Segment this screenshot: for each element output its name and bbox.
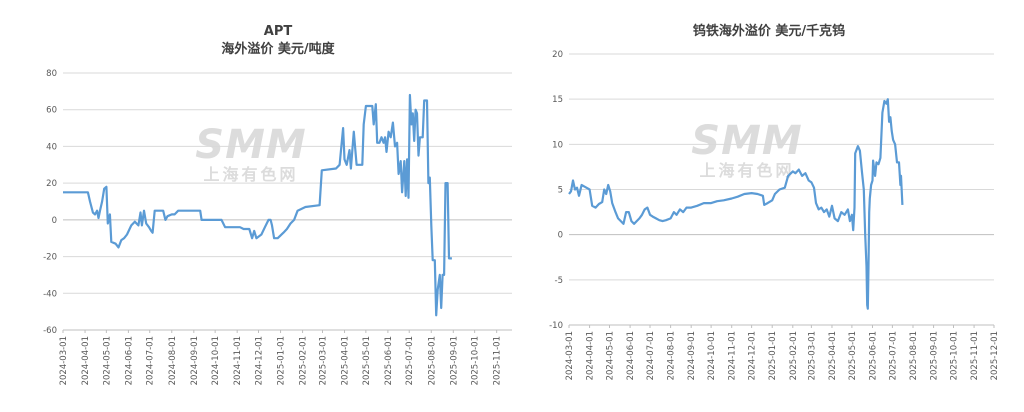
x-tick-label: 2024-06-01 bbox=[626, 331, 636, 380]
y-tick-label: 0 bbox=[558, 231, 563, 241]
x-tick-label: 2025-09-01 bbox=[449, 336, 459, 385]
x-tick-label: 2025-09-01 bbox=[930, 331, 940, 380]
ferrotungsten-premium-chart: 钨铁海外溢价 美元/千克钨SMM上海有色网20151050-5-102024-0… bbox=[549, 23, 1000, 380]
x-tick-label: 2024-05-01 bbox=[102, 336, 112, 385]
x-tick-label: 2025-02-01 bbox=[299, 336, 309, 385]
x-tick-label: 2025-03-01 bbox=[318, 336, 328, 385]
x-tick-label: 2024-11-01 bbox=[728, 331, 738, 380]
x-tick-label: 2024-10-01 bbox=[707, 331, 717, 380]
y-tick-label: 20 bbox=[552, 50, 563, 60]
y-tick-label: 40 bbox=[46, 142, 57, 152]
x-tick-label: 2024-08-01 bbox=[667, 331, 677, 380]
y-tick-label: 60 bbox=[46, 106, 57, 116]
x-tick-label: 2025-07-01 bbox=[888, 331, 898, 380]
watermark-sub: 上海有色网 bbox=[699, 161, 794, 180]
x-tick-label: 2024-10-01 bbox=[211, 336, 221, 385]
x-tick-label: 2024-05-01 bbox=[606, 331, 616, 380]
x-tick-label: 2024-03-01 bbox=[565, 331, 575, 380]
y-tick-label: -20 bbox=[43, 253, 57, 263]
x-tick-label: 2024-08-01 bbox=[168, 336, 178, 385]
series-line bbox=[568, 98, 904, 310]
x-tick-label: 2024-07-01 bbox=[646, 331, 656, 380]
chart-title: 钨铁海外溢价 美元/千克钨 bbox=[693, 23, 845, 39]
x-tick-label: 2024-12-01 bbox=[748, 331, 758, 380]
x-tick-label: 2025-02-01 bbox=[789, 331, 799, 380]
x-tick-label: 2025-10-01 bbox=[949, 331, 959, 380]
y-tick-label: 80 bbox=[46, 69, 57, 79]
y-tick-label: 15 bbox=[552, 95, 563, 105]
y-tick-label: -5 bbox=[555, 276, 563, 286]
x-tick-label: 2024-09-01 bbox=[190, 336, 200, 385]
x-tick-label: 2025-12-01 bbox=[990, 331, 1000, 380]
x-tick-label: 2025-05-01 bbox=[848, 331, 858, 380]
x-tick-label: 2024-03-01 bbox=[59, 336, 69, 385]
x-tick-label: 2025-06-01 bbox=[868, 331, 878, 380]
x-tick-label: 2025-08-01 bbox=[909, 331, 919, 380]
x-tick-label: 2024-12-01 bbox=[255, 336, 265, 385]
y-tick-label: 20 bbox=[46, 179, 57, 189]
y-tick-label: -10 bbox=[549, 321, 563, 331]
x-tick-label: 2025-04-01 bbox=[828, 331, 838, 380]
y-tick-label: -40 bbox=[43, 289, 57, 299]
x-tick-label: 2025-07-01 bbox=[405, 336, 415, 385]
x-tick-label: 2025-11-01 bbox=[493, 336, 503, 385]
x-tick-label: 2024-04-01 bbox=[81, 336, 91, 385]
x-tick-label: 2025-01-01 bbox=[277, 336, 287, 385]
x-tick-label: 2024-09-01 bbox=[687, 331, 697, 380]
x-tick-label: 2025-05-01 bbox=[362, 336, 372, 385]
x-tick-label: 2025-04-01 bbox=[341, 336, 351, 385]
x-tick-label: 2025-03-01 bbox=[807, 331, 817, 380]
x-tick-label: 2024-11-01 bbox=[233, 336, 243, 385]
watermark-sub: 上海有色网 bbox=[203, 165, 298, 184]
watermark-brand: SMM bbox=[691, 118, 802, 164]
watermark-brand: SMM bbox=[195, 122, 306, 168]
y-tick-label: 10 bbox=[552, 140, 563, 150]
x-tick-label: 2025-06-01 bbox=[384, 336, 394, 385]
x-tick-label: 2025-08-01 bbox=[427, 336, 437, 385]
y-tick-label: 5 bbox=[558, 186, 563, 196]
series-line bbox=[63, 93, 452, 317]
chart-subtitle: 海外溢价 美元/吨度 bbox=[221, 41, 335, 57]
x-tick-label: 2025-01-01 bbox=[768, 331, 778, 380]
x-tick-label: 2024-04-01 bbox=[586, 331, 596, 380]
x-tick-label: 2024-07-01 bbox=[146, 336, 156, 385]
y-tick-label: 0 bbox=[52, 216, 57, 226]
x-tick-label: 2024-06-01 bbox=[124, 336, 134, 385]
x-tick-label: 2025-10-01 bbox=[471, 336, 481, 385]
x-tick-label: 2025-11-01 bbox=[970, 331, 980, 380]
y-tick-label: -60 bbox=[43, 326, 57, 336]
chart-title: APT bbox=[264, 24, 293, 39]
